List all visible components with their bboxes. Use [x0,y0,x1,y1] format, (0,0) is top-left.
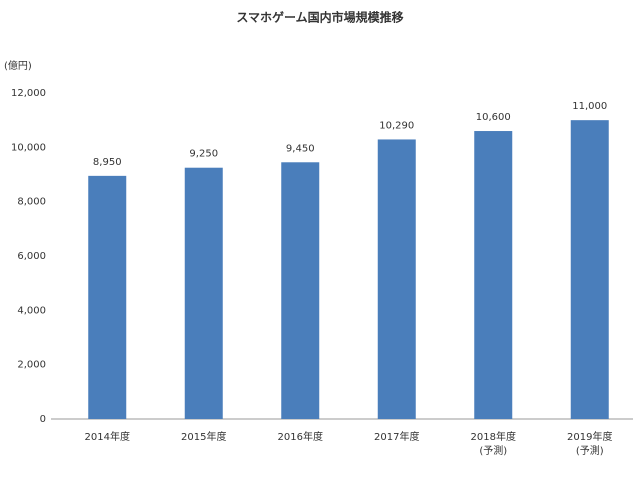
chart-title: スマホゲーム国内市場規模推移 [236,10,403,25]
bar [474,131,513,420]
y-tick-label: 2,000 [17,360,46,371]
y-tick-label: 4,000 [17,305,46,316]
value-label: 11,000 [572,101,607,112]
x-tick-label: 2017年度 [374,430,419,443]
value-label: 8,950 [93,157,122,168]
x-tick-label: 2015年度 [181,430,226,443]
bar [570,120,609,420]
y-axis-label: (億円) [4,59,32,72]
x-tick-label: 2019年度(予測) [567,430,612,457]
y-tick-label: 12,000 [11,88,46,99]
value-label: 10,600 [476,112,511,123]
value-label: 9,450 [286,143,315,154]
y-tick-label: 10,000 [11,142,46,153]
bar [184,167,223,419]
bar [281,162,320,419]
bar [88,175,127,419]
x-tick-label: 2016年度 [278,430,323,443]
value-label: 10,290 [379,120,414,131]
y-tick-label: 8,000 [17,197,46,208]
y-tick-label: 0 [40,414,46,425]
value-label: 9,250 [189,149,218,160]
x-tick-label: 2018年度(予測) [471,430,516,457]
y-tick-label: 6,000 [17,251,46,262]
bar [377,139,416,419]
x-tick-label: 2014年度 [85,430,130,443]
